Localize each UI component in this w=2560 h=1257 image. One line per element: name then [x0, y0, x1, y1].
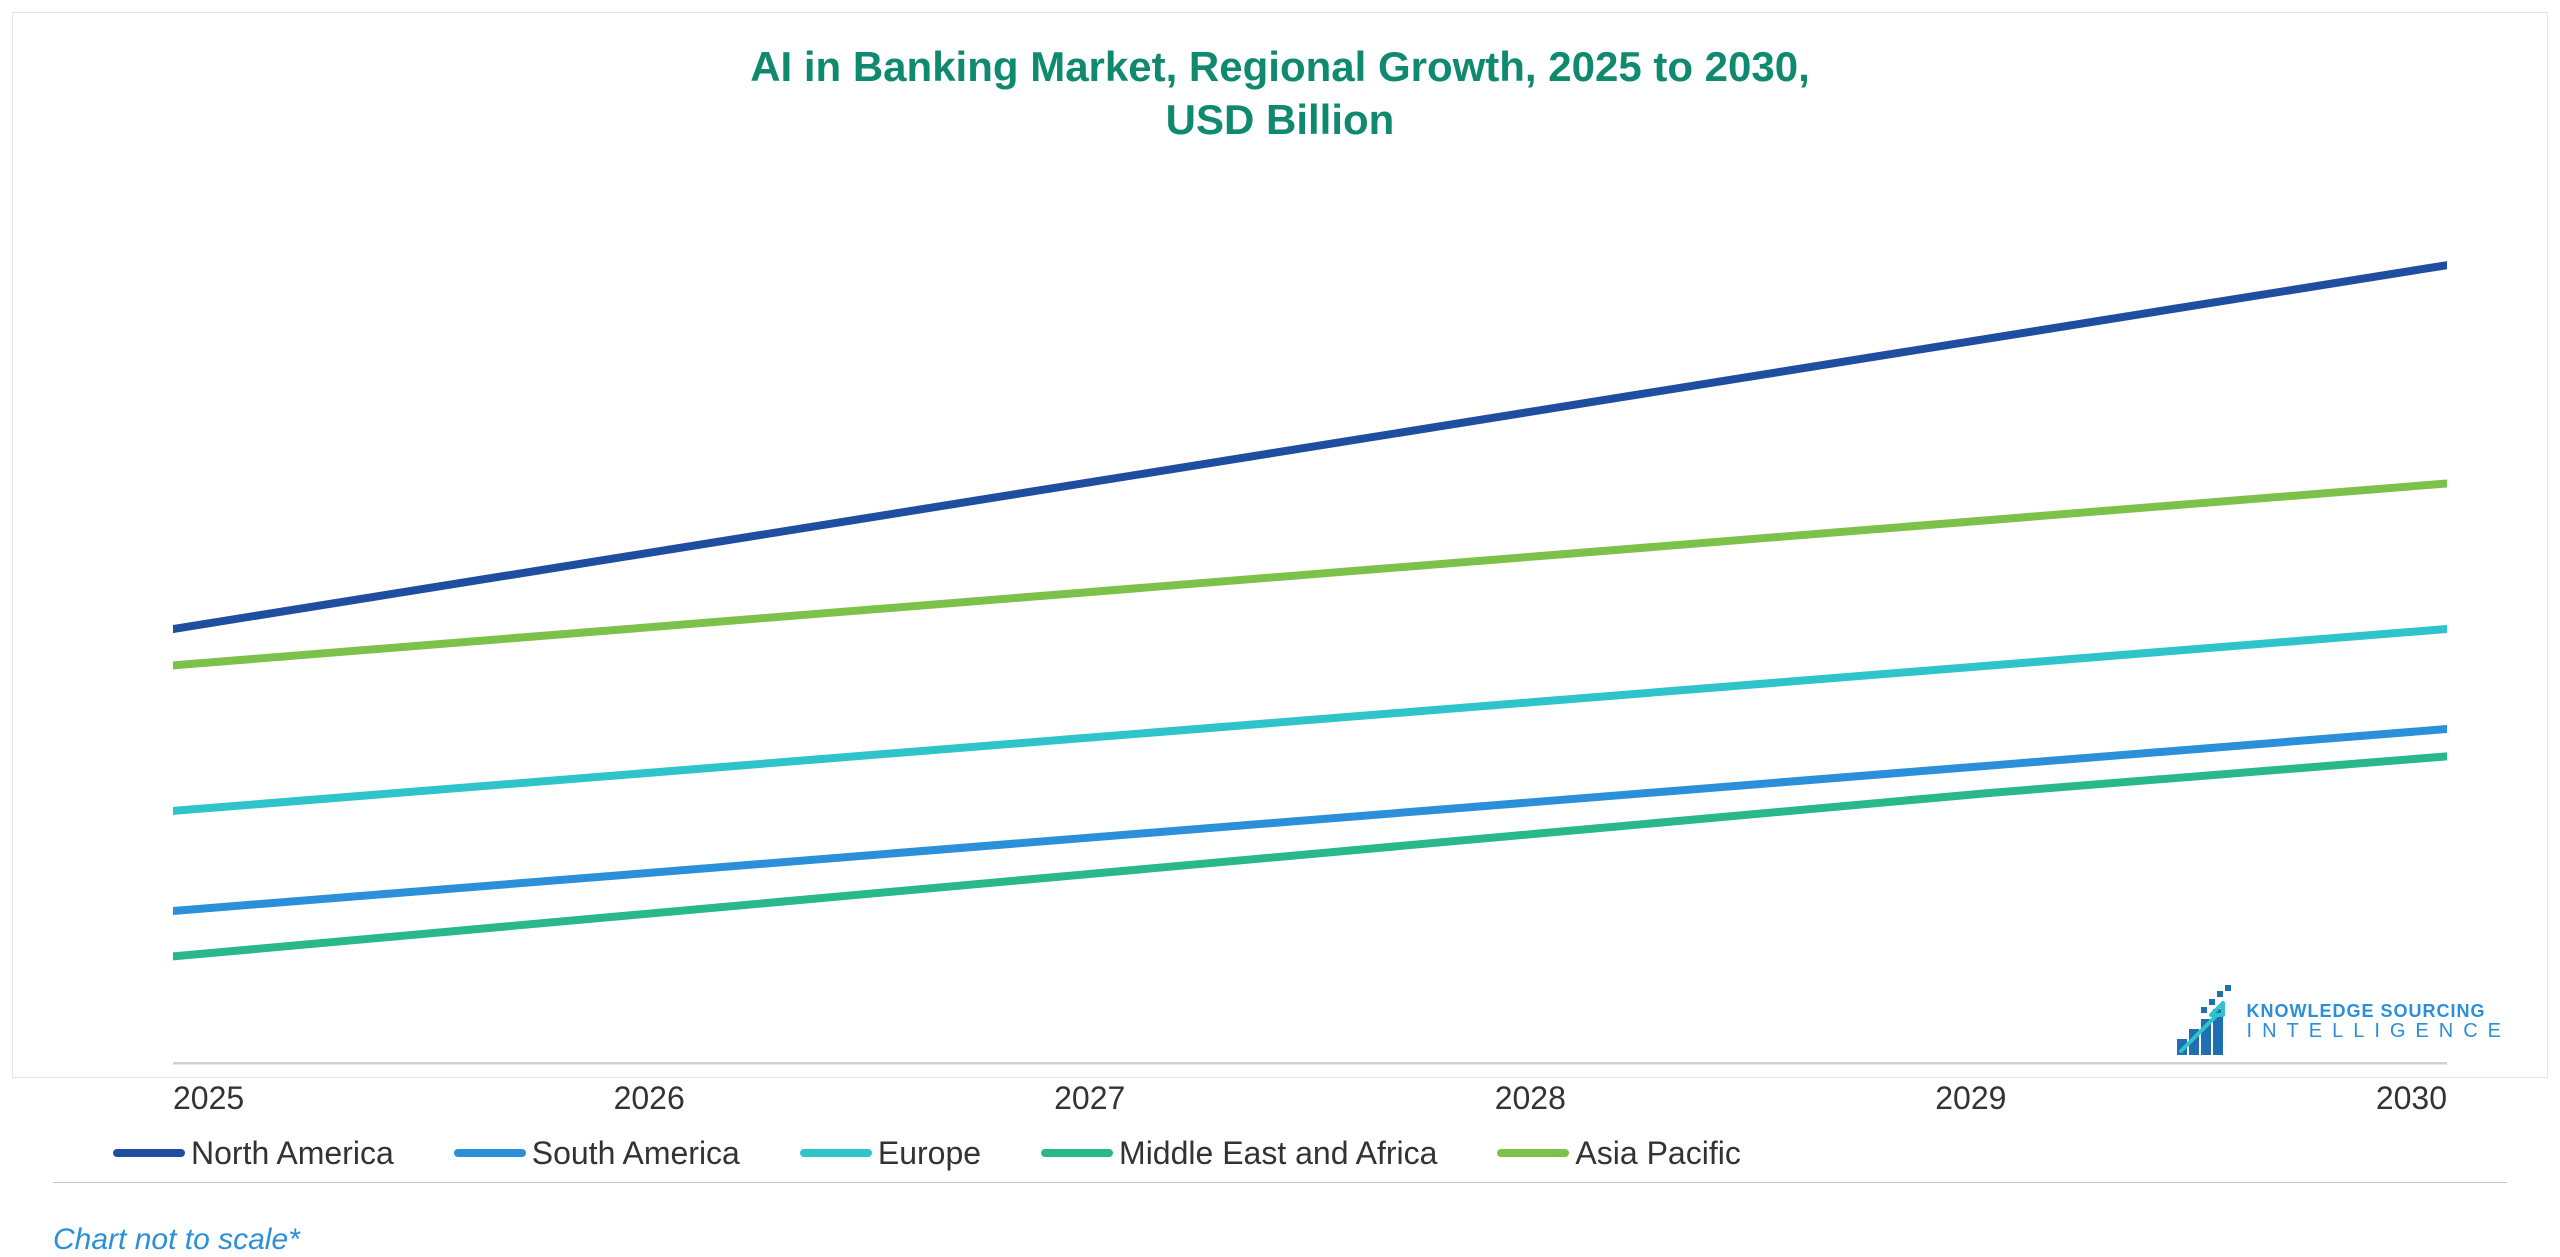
legend-label: North America	[191, 1135, 394, 1172]
legend-item: Europe	[800, 1135, 981, 1172]
chart-title-line2: USD Billion	[1166, 96, 1395, 143]
brand-line2: INTELLIGENCE	[2247, 1021, 2511, 1042]
plot-area	[53, 156, 2507, 1066]
chart-title: AI in Banking Market, Regional Growth, 2…	[53, 41, 2507, 146]
footnote: Chart not to scale*	[53, 1183, 2507, 1257]
chart-title-line1: AI in Banking Market, Regional Growth, 2…	[750, 43, 1810, 90]
legend-item: North America	[113, 1135, 394, 1172]
legend-item: Middle East and Africa	[1041, 1135, 1437, 1172]
footnote-text: Chart not to scale*	[53, 1223, 300, 1256]
brand-block: KNOWLEDGE SOURCING INTELLIGENCE	[2171, 985, 2511, 1059]
brand-text: KNOWLEDGE SOURCING INTELLIGENCE	[2247, 1002, 2511, 1042]
legend-label: Asia Pacific	[1575, 1135, 1740, 1172]
legend-swatch	[454, 1149, 526, 1157]
brand-line1: KNOWLEDGE SOURCING	[2247, 1002, 2511, 1021]
legend: North America South America Europe Middle E…	[53, 1117, 2507, 1183]
legend-label: South America	[532, 1135, 740, 1172]
legend-item: South America	[454, 1135, 740, 1172]
x-tick-label: 2025	[173, 1080, 244, 1117]
legend-label: Europe	[878, 1135, 981, 1172]
legend-swatch	[1041, 1149, 1113, 1157]
legend-swatch	[113, 1149, 185, 1157]
line-chart-svg	[173, 156, 2447, 1066]
x-tick-label: 2028	[1495, 1080, 1566, 1117]
x-tick-label: 2027	[1054, 1080, 1125, 1117]
x-tick-label: 2030	[2376, 1080, 2447, 1117]
chart-inner	[53, 156, 2507, 1066]
series-line	[173, 729, 2447, 911]
brand-logo-icon	[2171, 985, 2233, 1059]
legend-item: Asia Pacific	[1497, 1135, 1740, 1172]
legend-swatch	[1497, 1149, 1569, 1157]
x-tick-label: 2026	[614, 1080, 685, 1117]
legend-swatch	[800, 1149, 872, 1157]
legend-label: Middle East and Africa	[1119, 1135, 1437, 1172]
chart-card: AI in Banking Market, Regional Growth, 2…	[12, 12, 2548, 1078]
x-axis-labels: 2025 2026 2027 2028 2029 2030	[53, 1066, 2507, 1117]
x-tick-label: 2029	[1935, 1080, 2006, 1117]
